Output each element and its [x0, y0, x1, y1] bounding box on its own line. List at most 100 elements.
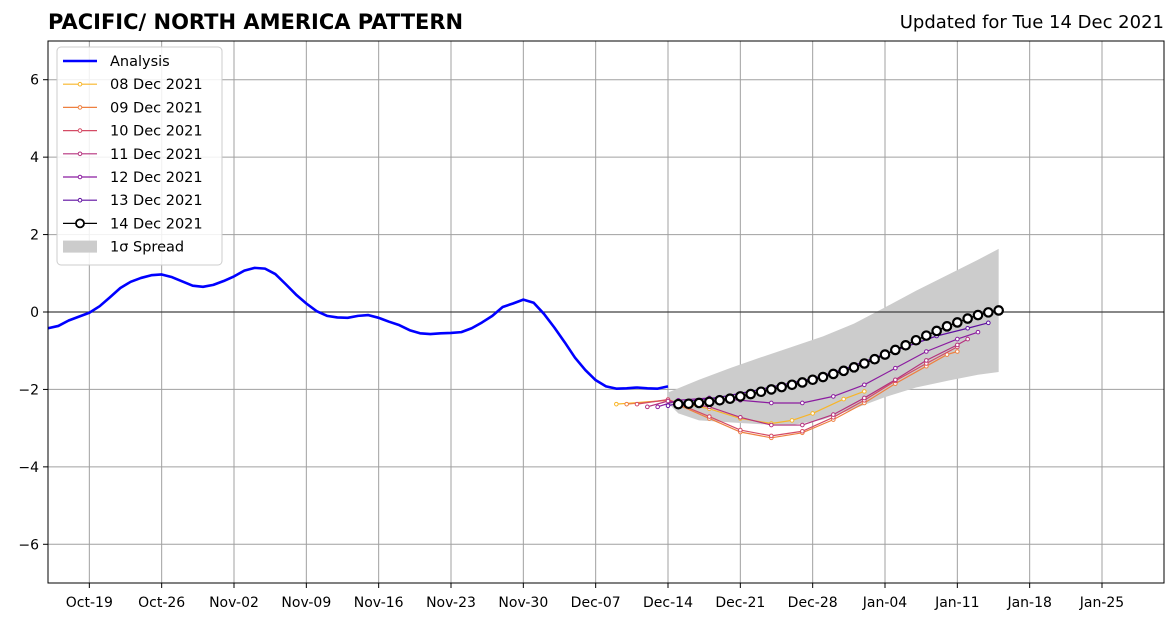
forecast-point [707, 414, 712, 419]
legend-label: 09 Dec 2021 [110, 100, 203, 116]
forecast-point [924, 358, 929, 363]
forecast-point [890, 344, 901, 356]
forecast-point [941, 321, 953, 332]
forecast-point [724, 393, 736, 405]
legend-label: 10 Dec 2021 [110, 124, 203, 140]
forecast-point [924, 349, 929, 354]
x-tick-label: Nov-30 [498, 595, 548, 611]
y-tick-label: 6 [30, 73, 39, 89]
forecast-point [786, 379, 798, 391]
forecast-point [624, 401, 629, 407]
forecast-point [766, 384, 777, 395]
forecast-point [983, 307, 994, 318]
forecast-point [862, 395, 867, 401]
legend-marker [75, 218, 85, 229]
forecast-point [869, 353, 880, 365]
x-tick-label: Nov-09 [281, 595, 331, 611]
legend-swatch [63, 240, 97, 253]
forecast-point [817, 371, 829, 383]
forecast-point [665, 403, 671, 408]
x-tick-label: Dec-28 [788, 595, 838, 611]
forecast-point [862, 389, 867, 394]
forecast-point [807, 374, 818, 386]
chart-title: PACIFIC/ NORTH AMERICA PATTERN [48, 10, 464, 34]
x-tick-label: Jan-11 [934, 595, 979, 611]
x-tick-label: Jan-18 [1006, 595, 1051, 611]
forecast-point [841, 396, 846, 402]
forecast-point [975, 329, 981, 335]
forecast-point [634, 401, 640, 407]
forecast-point [921, 330, 932, 341]
forecast-point [910, 334, 922, 346]
x-tick-label: Jan-25 [1079, 595, 1124, 611]
forecast-point [848, 362, 860, 373]
series-layer [47, 266, 1004, 441]
forecast-point [738, 427, 743, 433]
forecast-point [893, 365, 898, 371]
forecast-point [769, 433, 774, 439]
forecast-point [735, 391, 746, 402]
forecast-point [673, 398, 684, 410]
x-tick-label: Jan-04 [862, 595, 908, 611]
forecast-point [993, 305, 1004, 316]
legend-marker [77, 105, 83, 110]
x-tick-label: Nov-23 [426, 595, 476, 611]
forecast-point [900, 339, 911, 351]
forecast-point [800, 400, 805, 406]
forecast-point [614, 401, 619, 407]
forecast-point [879, 349, 891, 360]
forecast-point [755, 386, 767, 398]
forecast-point [800, 428, 805, 434]
legend-box [56, 46, 223, 266]
legend-label: 12 Dec 2021 [110, 170, 203, 186]
y-tick-label: −4 [18, 460, 39, 476]
y-tick-label: 0 [30, 305, 39, 321]
forecast-point [965, 336, 970, 342]
forecast-point [683, 398, 694, 410]
forecast-point [810, 411, 815, 416]
forecast-point [769, 422, 774, 428]
x-tick-label: Nov-16 [354, 595, 404, 611]
x-tick-label: Oct-26 [138, 595, 185, 611]
forecast-point [800, 422, 805, 428]
forecast-point [955, 342, 960, 348]
x-tick-label: Dec-07 [571, 595, 621, 611]
forecast-point [931, 325, 942, 337]
forecast-point [955, 336, 960, 342]
forecast-point [769, 400, 774, 406]
legend-marker [77, 151, 83, 157]
analysis-line [47, 266, 669, 390]
forecast-point [776, 381, 787, 393]
forecast-line [657, 331, 979, 408]
x-tick-label: Nov-02 [209, 595, 259, 611]
legend: Analysis 08 Dec 2021 09 Dec 2021 10 Dec 202… [56, 46, 223, 266]
forecast-point [955, 349, 960, 354]
forecast-point [738, 415, 743, 420]
forecast-line [626, 350, 958, 439]
legend-marker [77, 197, 83, 203]
y-tick-label: −2 [18, 382, 39, 398]
x-tick-label: Oct-19 [66, 595, 113, 611]
y-tick-label: 4 [30, 150, 39, 166]
forecast-point [972, 309, 984, 321]
forecast-point [789, 418, 795, 423]
chart-subtitle: Updated for Tue 14 Dec 2021 [899, 12, 1164, 33]
legend-label: 11 Dec 2021 [110, 147, 203, 163]
forecast-point [831, 412, 836, 417]
legend-marker [77, 174, 83, 180]
spread-layer [668, 248, 999, 426]
x-tick-label: Dec-14 [643, 595, 693, 611]
legend-label: 13 Dec 2021 [110, 193, 203, 209]
x-tick-label: Dec-21 [715, 595, 765, 611]
legend-marker [77, 128, 83, 133]
forecast-point [831, 394, 836, 399]
forecast-point [645, 404, 650, 410]
forecast-point [952, 317, 963, 328]
forecast-point [893, 377, 898, 383]
forecast-point [965, 325, 970, 331]
forecast-point [986, 320, 991, 326]
legend-marker [77, 81, 83, 87]
legend-label: Analysis [110, 54, 170, 70]
forecast-point [693, 397, 705, 409]
forecast-point [745, 388, 756, 400]
